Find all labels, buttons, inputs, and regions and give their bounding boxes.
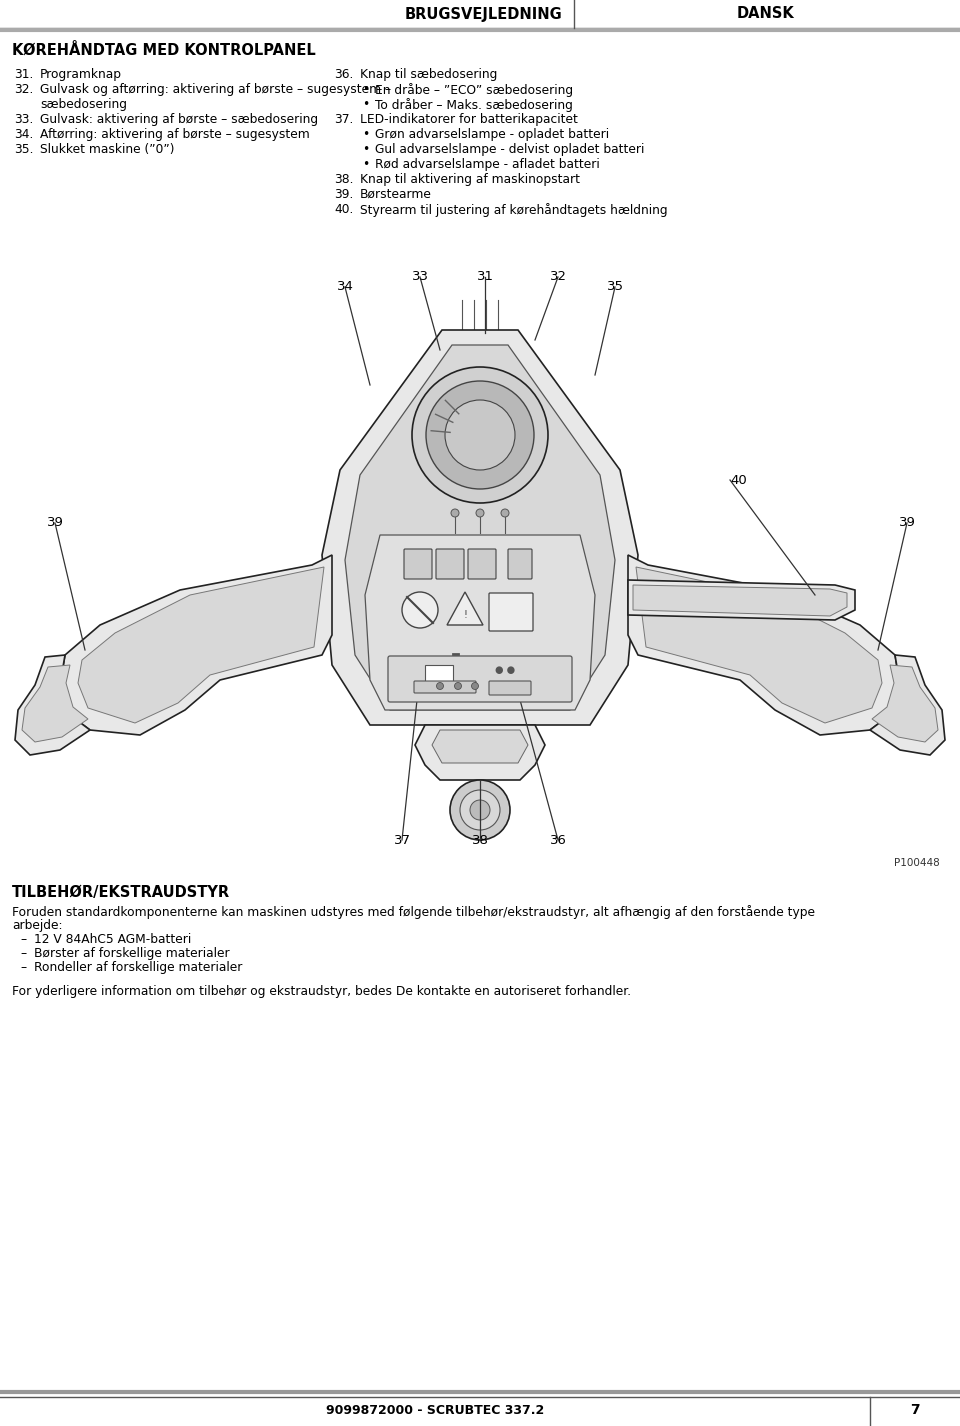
- FancyBboxPatch shape: [468, 549, 496, 579]
- Circle shape: [451, 509, 459, 518]
- Polygon shape: [415, 724, 545, 780]
- Polygon shape: [365, 535, 595, 710]
- Polygon shape: [636, 568, 882, 723]
- Polygon shape: [870, 655, 945, 754]
- Text: –: –: [20, 933, 26, 945]
- Circle shape: [471, 683, 478, 690]
- FancyBboxPatch shape: [436, 549, 464, 579]
- Text: ● ●: ● ●: [495, 665, 516, 674]
- FancyBboxPatch shape: [489, 593, 533, 630]
- Polygon shape: [628, 555, 900, 734]
- Text: Foruden standardkomponenterne kan maskinen udstyres med følgende tilbehør/ekstra: Foruden standardkomponenterne kan maskin…: [12, 906, 815, 918]
- Polygon shape: [872, 665, 938, 742]
- Text: 39: 39: [899, 516, 916, 529]
- Text: Gulvask: aktivering af børste – sæbedosering: Gulvask: aktivering af børste – sæbedose…: [40, 113, 318, 125]
- Text: 31: 31: [476, 271, 493, 284]
- Text: TILBEHØR/EKSTRAUDSTYR: TILBEHØR/EKSTRAUDSTYR: [12, 886, 230, 900]
- Text: 36.: 36.: [334, 68, 353, 81]
- Polygon shape: [633, 585, 847, 616]
- Text: En dråbe – ”ECO” sæbedosering: En dråbe – ”ECO” sæbedosering: [375, 83, 573, 97]
- Text: 38.: 38.: [334, 173, 353, 185]
- Text: 37: 37: [394, 834, 411, 847]
- Circle shape: [450, 780, 510, 840]
- Text: KØREHÅNDTAG MED KONTROLPANEL: KØREHÅNDTAG MED KONTROLPANEL: [12, 43, 316, 57]
- Text: LED-indikatorer for batterikapacitet: LED-indikatorer for batterikapacitet: [360, 113, 578, 125]
- Text: 31.: 31.: [14, 68, 34, 81]
- Text: Rondeller af forskellige materialer: Rondeller af forskellige materialer: [34, 961, 242, 974]
- Text: Grøn advarselslampe - opladet batteri: Grøn advarselslampe - opladet batteri: [375, 128, 610, 141]
- Text: •: •: [362, 98, 370, 111]
- Text: 36: 36: [549, 834, 566, 847]
- FancyBboxPatch shape: [425, 665, 453, 683]
- Text: –: –: [20, 961, 26, 974]
- Polygon shape: [345, 345, 615, 710]
- Text: 32: 32: [549, 271, 566, 284]
- Text: BRUGSVEJLEDNING: BRUGSVEJLEDNING: [404, 7, 562, 21]
- Circle shape: [454, 683, 462, 690]
- Circle shape: [412, 366, 548, 503]
- Text: Knap til aktivering af maskinopstart: Knap til aktivering af maskinopstart: [360, 173, 580, 185]
- Text: 40.: 40.: [334, 202, 353, 215]
- Text: 12 V 84AhC5 AGM-batteri: 12 V 84AhC5 AGM-batteri: [34, 933, 191, 945]
- Text: To dråber – Maks. sæbedosering: To dråber – Maks. sæbedosering: [375, 98, 573, 113]
- Text: •: •: [362, 83, 370, 96]
- Circle shape: [460, 790, 500, 830]
- Text: 38: 38: [471, 834, 489, 847]
- FancyBboxPatch shape: [489, 682, 531, 694]
- Text: 37.: 37.: [334, 113, 353, 125]
- Text: Børstearme: Børstearme: [360, 188, 432, 201]
- Text: –: –: [20, 947, 26, 960]
- Circle shape: [402, 592, 438, 627]
- Circle shape: [501, 509, 509, 518]
- Text: •: •: [362, 158, 370, 171]
- Text: 34: 34: [337, 281, 353, 294]
- Text: DANSK: DANSK: [737, 7, 795, 21]
- Polygon shape: [22, 665, 88, 742]
- Polygon shape: [60, 555, 332, 734]
- Polygon shape: [15, 655, 90, 754]
- Circle shape: [426, 381, 534, 489]
- Text: Styrearm til justering af kørehåndtagets hældning: Styrearm til justering af kørehåndtagets…: [360, 202, 667, 217]
- Text: 35.: 35.: [14, 143, 34, 155]
- Polygon shape: [447, 592, 483, 625]
- Polygon shape: [432, 730, 528, 763]
- Text: 35: 35: [607, 281, 623, 294]
- Circle shape: [470, 800, 490, 820]
- Text: P100448: P100448: [895, 858, 940, 868]
- Text: Gulvask og aftørring: aktivering af børste – sugesystem –: Gulvask og aftørring: aktivering af børs…: [40, 83, 391, 96]
- Polygon shape: [499, 595, 523, 615]
- Text: Gul advarselslampe - delvist opladet batteri: Gul advarselslampe - delvist opladet bat…: [375, 143, 644, 155]
- Text: 32.: 32.: [14, 83, 34, 96]
- Text: 33.: 33.: [14, 113, 34, 125]
- Text: !: !: [463, 610, 467, 620]
- Text: For yderligere information om tilbehør og ekstraudstyr, bedes De kontakte en aut: For yderligere information om tilbehør o…: [12, 985, 631, 998]
- Text: sæbedosering: sæbedosering: [40, 98, 127, 111]
- Circle shape: [476, 509, 484, 518]
- Polygon shape: [628, 580, 855, 620]
- Text: Knap til sæbedosering: Knap til sæbedosering: [360, 68, 497, 81]
- Circle shape: [437, 683, 444, 690]
- Text: 39: 39: [47, 516, 63, 529]
- Text: 9099872000 - SCRUBTEC 337.2: 9099872000 - SCRUBTEC 337.2: [325, 1403, 544, 1416]
- Polygon shape: [78, 568, 324, 723]
- FancyBboxPatch shape: [404, 549, 432, 579]
- Text: 7: 7: [910, 1403, 920, 1417]
- Text: Rød advarselslampe - afladet batteri: Rød advarselslampe - afladet batteri: [375, 158, 600, 171]
- Text: Slukket maskine (”0”): Slukket maskine (”0”): [40, 143, 175, 155]
- Text: 33: 33: [412, 271, 428, 284]
- Text: arbejde:: arbejde:: [12, 918, 62, 933]
- FancyBboxPatch shape: [508, 549, 532, 579]
- Circle shape: [445, 401, 515, 471]
- FancyBboxPatch shape: [388, 656, 572, 702]
- Text: 39.: 39.: [334, 188, 353, 201]
- Text: 34.: 34.: [14, 128, 34, 141]
- Polygon shape: [322, 329, 638, 724]
- Text: 40: 40: [730, 473, 747, 486]
- Text: •: •: [362, 128, 370, 141]
- Text: Børster af forskellige materialer: Børster af forskellige materialer: [34, 947, 229, 960]
- Text: •: •: [362, 143, 370, 155]
- Text: Programknap: Programknap: [40, 68, 122, 81]
- FancyBboxPatch shape: [414, 682, 476, 693]
- Text: Aftørring: aktivering af børste – sugesystem: Aftørring: aktivering af børste – sugesy…: [40, 128, 310, 141]
